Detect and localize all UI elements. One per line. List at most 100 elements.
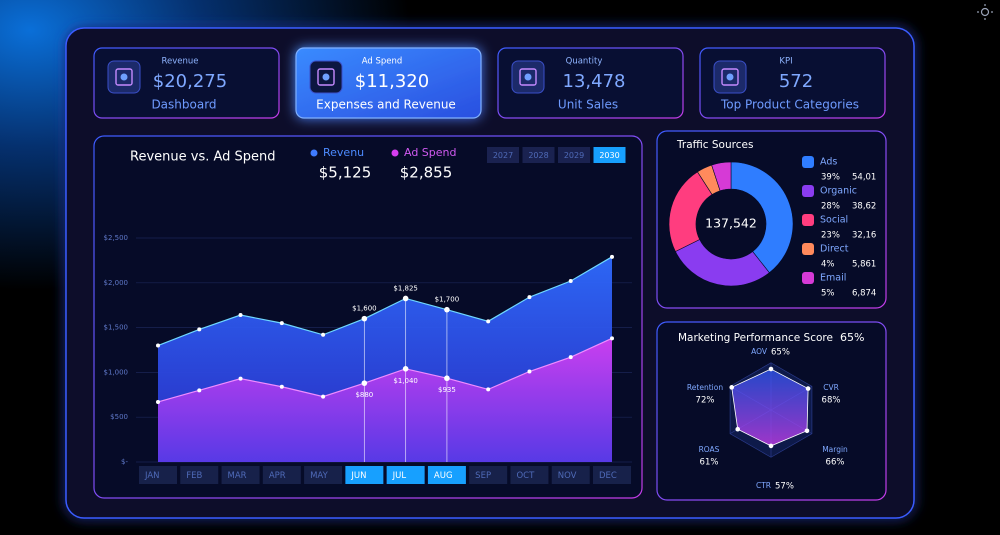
x-tick-label: MAY: [310, 471, 328, 481]
legend-swatch: [802, 214, 814, 226]
card-icon-glyph: [120, 73, 128, 81]
month-button[interactable]: [221, 466, 260, 484]
month-button[interactable]: [180, 466, 219, 484]
point: [527, 369, 532, 374]
year-button[interactable]: [593, 147, 626, 163]
percent-label: 28%: [821, 202, 840, 212]
point: [444, 306, 450, 313]
legend-dot: [391, 149, 399, 157]
year-label: 2029: [564, 151, 584, 160]
count-label: 32,16: [852, 231, 876, 241]
card-caption: Top Product Categories: [720, 98, 859, 112]
axis-label: Retention: [687, 383, 723, 392]
x-tick-label: AUG: [434, 471, 453, 481]
card-value: $11,320: [355, 71, 429, 92]
axis-label: CVR: [823, 383, 839, 392]
year-label: 2027: [493, 151, 513, 160]
legend-label: Social: [820, 215, 848, 226]
axis-label: AOV: [751, 347, 768, 356]
legend-swatch: [802, 272, 814, 284]
month-button[interactable]: [510, 466, 549, 484]
axis-label: CTR: [756, 481, 771, 490]
data-label: $1,825: [393, 284, 418, 292]
x-tick-label: NOV: [558, 471, 577, 481]
point: [568, 279, 573, 284]
point: [568, 355, 573, 360]
month-button[interactable]: [427, 466, 466, 484]
count-label: 6,874: [852, 289, 876, 299]
year-button[interactable]: [487, 147, 519, 163]
month-button[interactable]: [139, 466, 177, 484]
month-button[interactable]: [593, 466, 631, 484]
card-label: KPI: [779, 57, 792, 67]
legend-label: Organic: [820, 186, 857, 197]
donut-center-label: 137,542: [705, 216, 757, 231]
data-label: $1,700: [435, 296, 460, 304]
card-icon-glyph: [524, 73, 532, 81]
point: [197, 388, 202, 393]
point: [279, 321, 284, 326]
legend-label: Email: [820, 273, 846, 284]
point: [486, 387, 491, 392]
month-button[interactable]: [551, 466, 590, 484]
theme-icon[interactable]: [977, 4, 993, 20]
radar-point: [768, 366, 774, 372]
value-label: 66%: [826, 458, 845, 468]
point: [527, 295, 532, 300]
card-label: Ad Spend: [362, 57, 403, 67]
point: [444, 375, 450, 382]
card-icon-glyph: [726, 73, 734, 81]
chart-title: Marketing Performance Score: [678, 332, 833, 344]
radar-point: [804, 428, 810, 434]
year-button[interactable]: [522, 147, 555, 163]
point: [321, 332, 326, 337]
point: [279, 384, 284, 389]
value-label: 61%: [700, 458, 719, 468]
x-tick-label: SEP: [475, 471, 491, 481]
legend-label[interactable]: Ad Spend: [404, 146, 457, 159]
value-label: 68%: [822, 396, 841, 406]
legend-swatch: [802, 243, 814, 255]
value-label: 65%: [771, 348, 790, 358]
y-tick-label: $1,500: [104, 324, 129, 332]
chart-title: Revenue vs. Ad Spend: [130, 150, 276, 165]
card-value: 13,478: [563, 71, 626, 92]
month-button[interactable]: [345, 466, 384, 484]
legend-swatch: [802, 156, 814, 168]
score-label: 65%: [840, 331, 864, 344]
percent-label: 39%: [821, 173, 840, 183]
percent-label: 23%: [821, 231, 840, 241]
month-button[interactable]: [304, 466, 343, 484]
radar-point: [729, 385, 735, 390]
y-tick-label: $1,000: [104, 368, 129, 376]
value-label: 57%: [775, 482, 794, 492]
percent-label: 5%: [821, 289, 835, 299]
year-button[interactable]: [558, 147, 590, 163]
month-button[interactable]: [469, 466, 508, 484]
x-tick-label: APR: [269, 471, 286, 481]
radar-point: [735, 426, 741, 432]
legend-label[interactable]: Revenu: [323, 146, 364, 159]
x-tick-label: DEC: [599, 471, 617, 481]
month-button[interactable]: [386, 466, 425, 484]
x-tick-label: MAR: [228, 471, 247, 481]
count-label: 5,861: [852, 260, 876, 270]
axis-label: ROAS: [699, 445, 720, 454]
card-caption: Unit Sales: [558, 98, 618, 112]
data-label: $1,600: [352, 305, 377, 313]
point: [361, 315, 368, 322]
x-tick-label: JAN: [144, 471, 160, 481]
point: [238, 376, 243, 381]
point: [610, 254, 614, 259]
point: [402, 295, 409, 302]
radar-point: [805, 386, 811, 391]
point: [156, 399, 160, 404]
card-value: $20,275: [153, 71, 227, 92]
month-button[interactable]: [262, 466, 301, 484]
point: [156, 343, 160, 348]
point: [321, 394, 326, 399]
point: [402, 366, 409, 372]
legend-summary: $2,855: [400, 164, 453, 182]
point: [361, 380, 368, 386]
x-tick-label: JUL: [392, 471, 407, 481]
